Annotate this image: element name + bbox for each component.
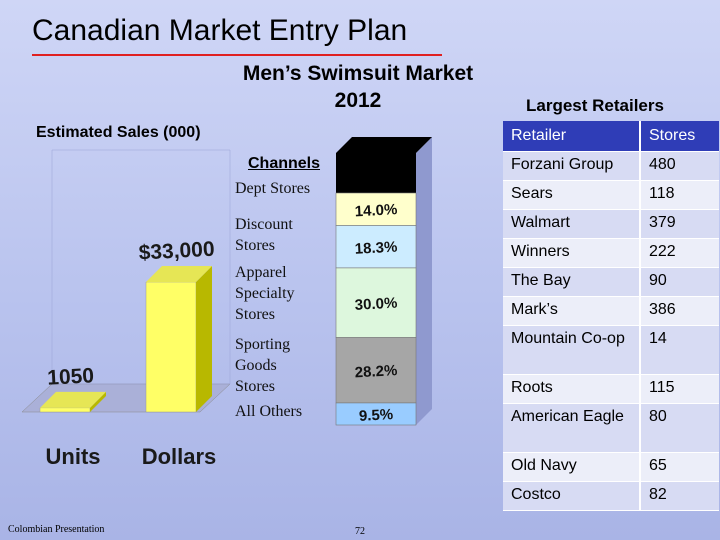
stacked-segment — [335, 225, 417, 269]
sales-bar — [145, 281, 197, 413]
table-row: Mark’s 386 — [503, 296, 719, 326]
sales-bar-top — [40, 391, 106, 408]
channel-legend-item: Discount Stores — [235, 214, 293, 256]
stacked-segment-label: 18.3% — [354, 239, 397, 258]
sales-value-label: $33,000 — [138, 238, 215, 265]
channel-legend-line: Goods — [235, 357, 277, 374]
table-row: Sears 118 — [503, 180, 719, 210]
sales-value-label: 1050 — [47, 364, 95, 389]
title-underline — [32, 54, 442, 56]
channel-legend-line: All Others — [235, 403, 303, 420]
retailer-stores: 222 — [640, 238, 719, 268]
sales-bar-top — [146, 266, 212, 282]
retailer-stores: 65 — [640, 452, 719, 482]
channels-legend-title: Channels — [248, 155, 321, 172]
table-row: Walmart 379 — [503, 209, 719, 239]
table-row: Forzani Group 480 — [503, 151, 719, 181]
retailer-name: Mark’s — [503, 296, 641, 326]
stacked-segment — [335, 267, 417, 338]
chart-subtitle-line1: Men’s Swimsuit Market — [242, 62, 474, 85]
sales-chart-label: Estimated Sales (000) — [36, 124, 201, 141]
channel-legend-line: Sporting — [235, 336, 291, 353]
retailer-stores: 115 — [640, 374, 719, 404]
retailers-heading: Largest Retailers — [526, 96, 664, 115]
retailer-stores: 82 — [640, 481, 719, 511]
page-title: Canadian Market Entry Plan — [32, 14, 408, 47]
retailer-name: Roots — [503, 374, 641, 404]
retailer-name: Mountain Co-op — [503, 325, 641, 375]
table-row: American Eagle 80 — [503, 403, 719, 453]
retailers-header-row: Retailer Stores — [503, 121, 719, 152]
retailer-stores: 480 — [640, 151, 719, 181]
table-row: Costco 82 — [503, 481, 719, 511]
footer-presentation-label: Colombian Presentation — [8, 524, 105, 535]
stacked-segment-label: 14.0% — [354, 201, 397, 220]
channel-legend-item: Apparel Specialty Stores — [235, 262, 295, 325]
sales-bar-side — [90, 391, 106, 412]
sales-category-label: Dollars — [142, 444, 217, 469]
stacked-segment-label: 30.0% — [354, 295, 397, 314]
channel-legend-line: Discount — [235, 216, 293, 233]
table-row: The Bay 90 — [503, 267, 719, 297]
channel-legend-item: Dept Stores — [235, 178, 310, 199]
sales-bar — [39, 407, 91, 413]
channel-legend-line: Dept Stores — [235, 180, 311, 197]
stacked-segment — [335, 337, 417, 404]
channel-legend-item: All Others — [235, 401, 302, 422]
chart-subtitle-line2: 2012 — [334, 89, 382, 112]
retailer-name: Forzani Group — [503, 151, 641, 181]
stacked-bar-side — [416, 137, 432, 425]
stacked-bar-cap — [336, 153, 416, 193]
page-number: 72 — [355, 526, 365, 537]
table-row: Winners 222 — [503, 238, 719, 268]
sales-category-label: Units — [46, 444, 101, 469]
channel-legend-line: Stores — [235, 306, 275, 323]
channel-legend-line: Apparel — [235, 264, 287, 281]
channel-legend-line: Stores — [235, 378, 275, 395]
column-header: Stores — [640, 121, 719, 152]
retailer-name: Walmart — [503, 209, 641, 239]
retailer-stores: 379 — [640, 209, 719, 239]
stacked-bar-top — [336, 137, 432, 153]
retailer-name: Old Navy — [503, 452, 641, 482]
table-row: Old Navy 65 — [503, 452, 719, 482]
retailer-stores: 14 — [640, 325, 719, 375]
channel-legend-line: Stores — [235, 237, 275, 254]
retailer-name: Sears — [503, 180, 641, 210]
stacked-segment-label: 28.2% — [354, 362, 397, 381]
retailer-name: The Bay — [503, 267, 641, 297]
retailer-name: Costco — [503, 481, 641, 511]
retailer-name: American Eagle — [503, 403, 641, 453]
column-header: Retailer — [503, 121, 641, 152]
channel-legend-line: Specialty — [235, 285, 295, 302]
retailer-stores: 80 — [640, 403, 719, 453]
retailer-name: Winners — [503, 238, 641, 268]
retailers-table: Retailer Stores Forzani Group 480 Sears 118 Wa… — [503, 121, 719, 511]
table-row: Mountain Co-op 14 — [503, 325, 719, 375]
channel-legend-item: Sporting Goods Stores — [235, 334, 290, 397]
retailer-stores: 90 — [640, 267, 719, 297]
table-row: Roots 115 — [503, 374, 719, 404]
sales-bar-side — [196, 266, 212, 412]
stacked-segment-label: 9.5% — [359, 406, 394, 425]
retailer-stores: 386 — [640, 296, 719, 326]
stacked-segment — [335, 402, 417, 426]
retailer-stores: 118 — [640, 180, 719, 210]
